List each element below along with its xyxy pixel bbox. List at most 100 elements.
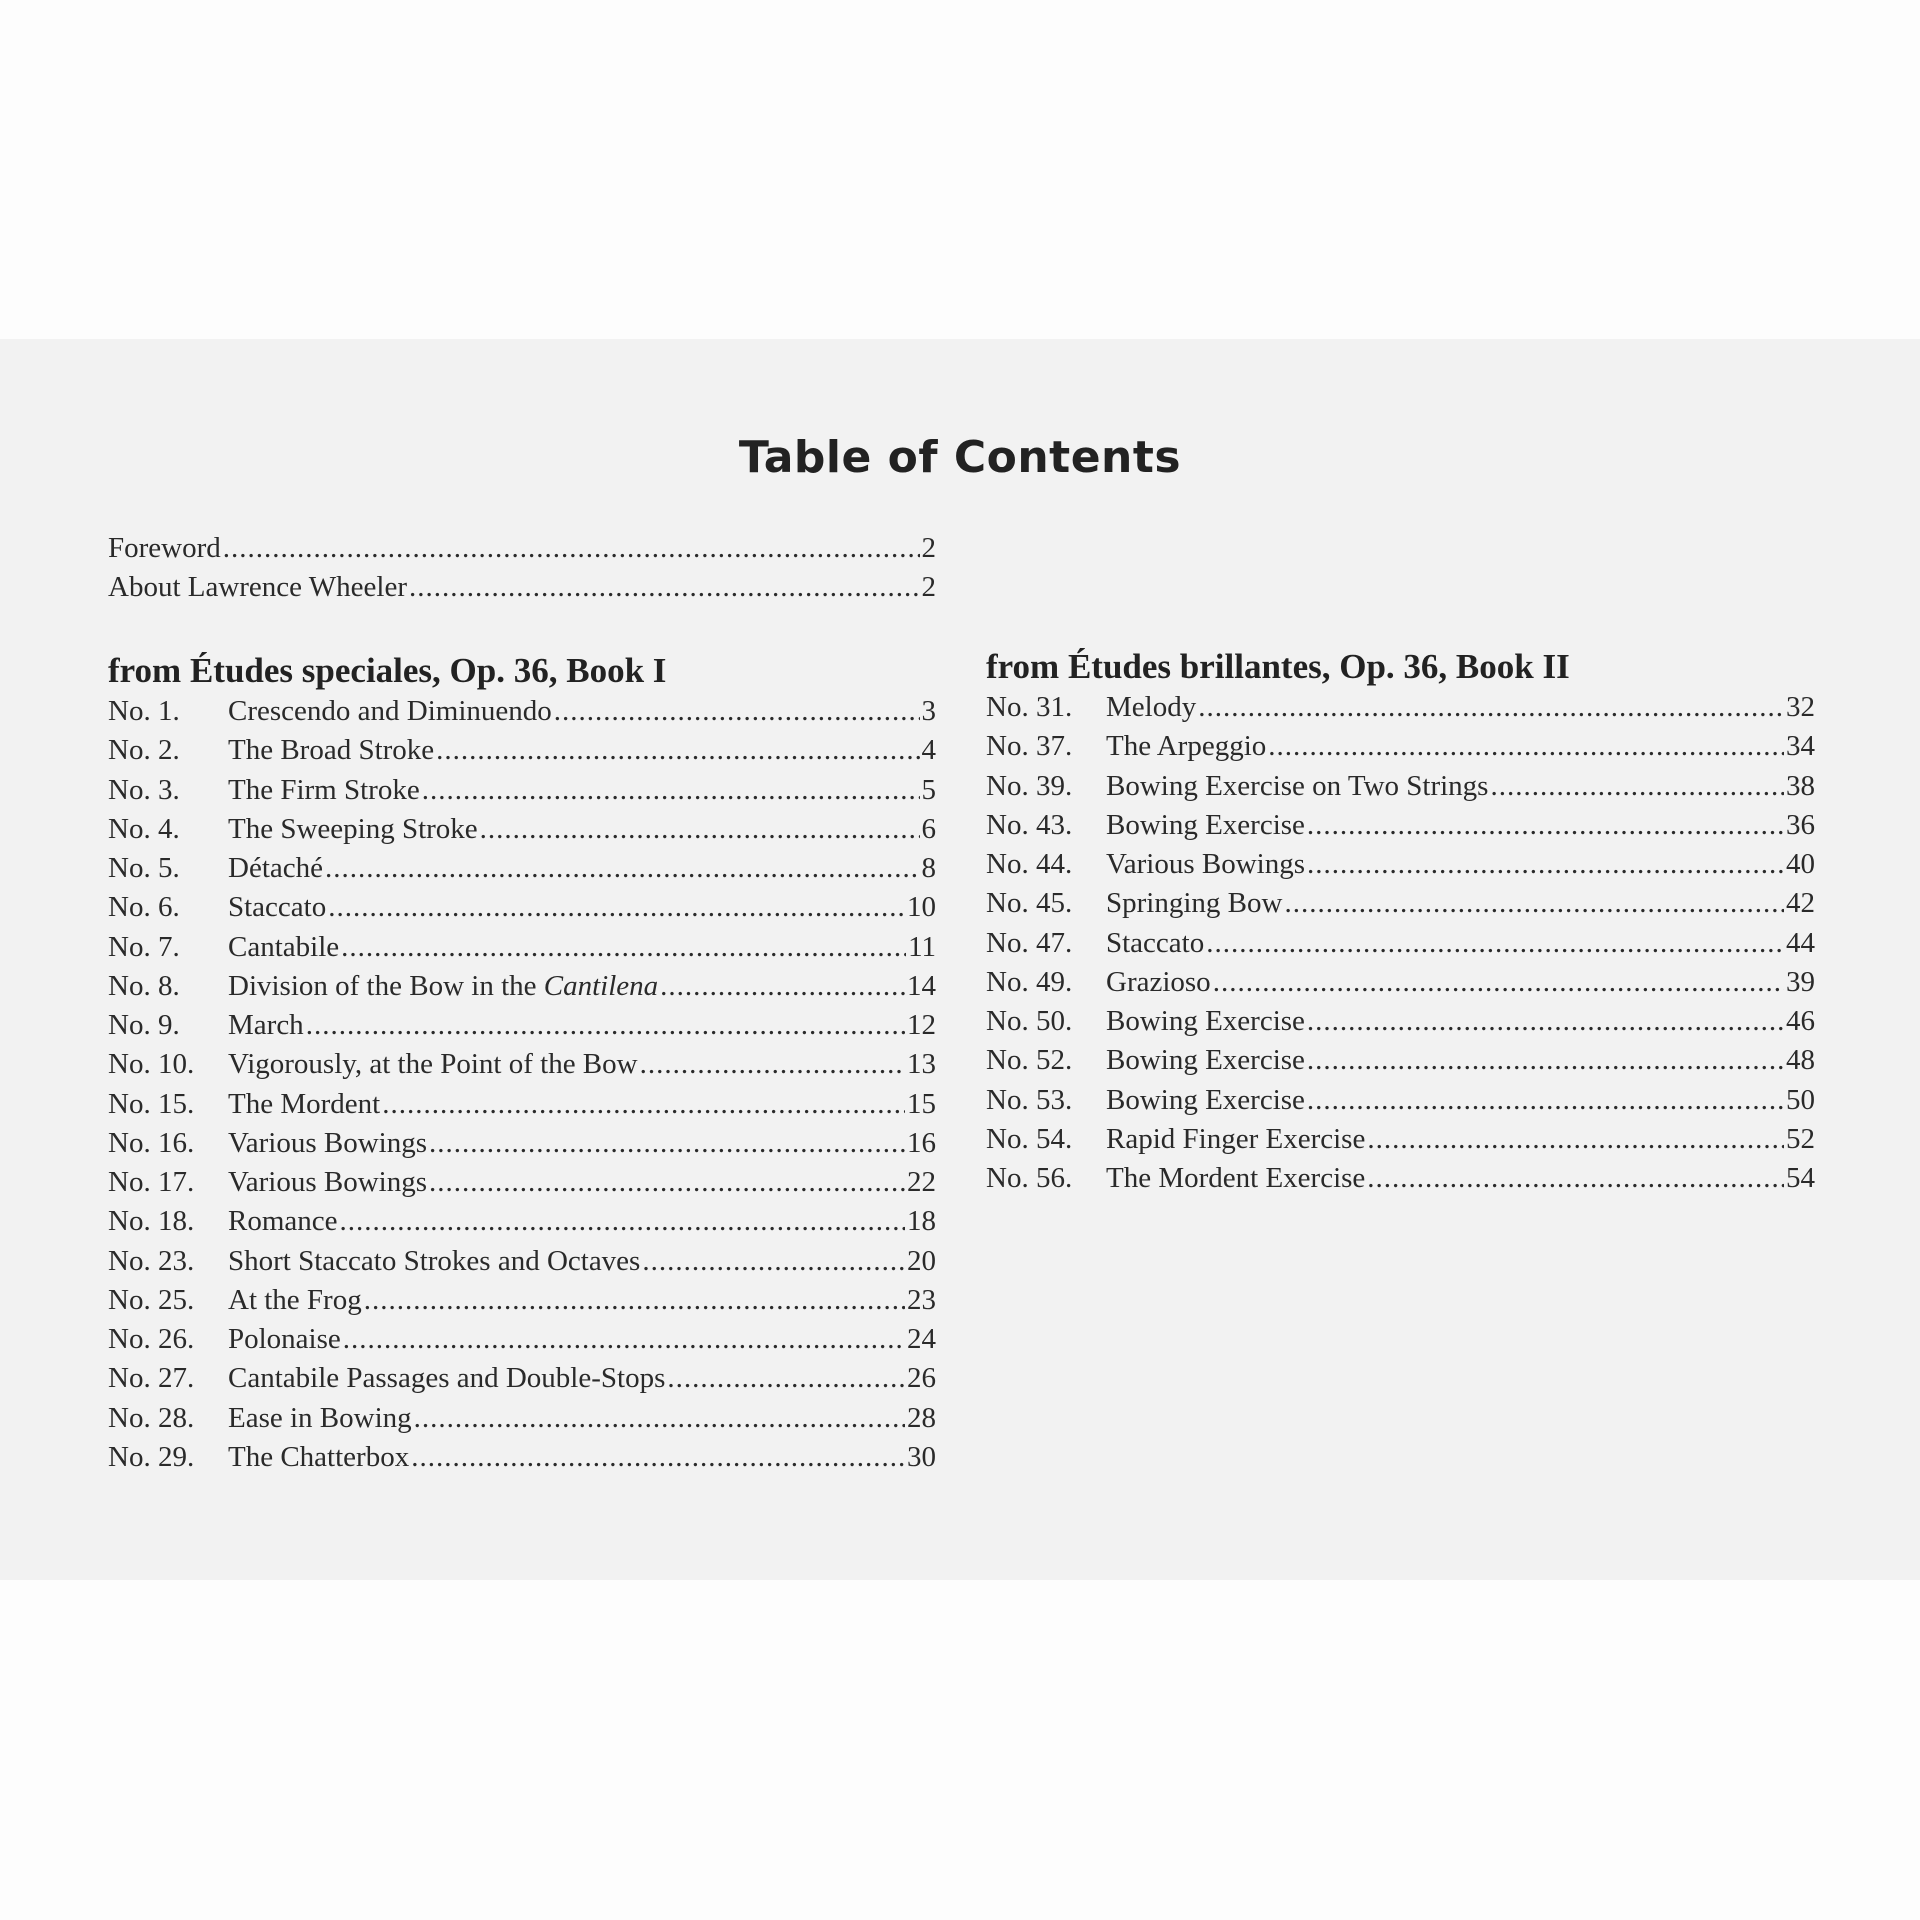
entry-number: No. 2. <box>108 734 180 767</box>
entry-number: No. 52. <box>986 1044 1073 1077</box>
dot-leader <box>667 1359 905 1398</box>
entry-page: 18 <box>907 1205 936 1238</box>
entry-title: Grazioso <box>1106 963 1211 1002</box>
entry-title: March <box>228 1006 304 1045</box>
entry-number: No. 39. <box>986 769 1073 802</box>
entry-title-text: Bowing Exercise <box>1106 1083 1305 1116</box>
entry-page: 39 <box>1786 965 1815 998</box>
dot-leader <box>1490 767 1784 806</box>
dot-leader <box>411 1438 905 1477</box>
entry-title-italic: Cantilena <box>543 969 659 1002</box>
toc-entry: No. 25. At the Frog 23 <box>108 1281 936 1320</box>
toc-entry: Foreword 2 <box>108 529 936 568</box>
entry-title: Bowing Exercise <box>1106 806 1305 845</box>
entry-title: The Arpeggio <box>1106 727 1266 766</box>
entry-number: No. 23. <box>108 1244 195 1277</box>
entry-number: No. 27. <box>108 1362 195 1395</box>
entry-page: 42 <box>1786 887 1815 920</box>
entry-title: Various Bowings <box>1106 845 1305 884</box>
entry-title-text: Crescendo and Diminuendo <box>228 695 552 727</box>
dot-leader <box>341 928 906 967</box>
entry-title: The Mordent <box>228 1085 380 1124</box>
entry-number: No. 45. <box>986 887 1073 920</box>
dot-leader <box>1268 727 1784 766</box>
entry-page: 32 <box>1786 691 1815 723</box>
entry-title: Melody <box>1106 688 1196 727</box>
entry-number: No. 8. <box>108 969 180 1002</box>
entry-title-text: The Chatterbox <box>228 1440 410 1473</box>
entry-title-text: Grazioso <box>1106 965 1211 998</box>
entry-title-text: Cantabile <box>228 930 340 963</box>
entry-title: Crescendo and Diminuendo <box>228 692 552 731</box>
entry-page: 30 <box>907 1440 936 1473</box>
toc-entry: No. 9. March 12 <box>108 1006 936 1045</box>
entry-page: 38 <box>1786 769 1815 802</box>
entry-title-text: Ease in Bowing <box>228 1401 412 1434</box>
entry-page: 26 <box>907 1362 936 1395</box>
entry-page: 20 <box>907 1244 936 1277</box>
entry-number: No. 37. <box>986 730 1073 763</box>
entry-number: No. 1. <box>108 695 180 727</box>
entry-number: No. 4. <box>108 812 180 845</box>
entry-number: No. 18. <box>108 1205 195 1238</box>
entry-number: No. 50. <box>986 1005 1073 1037</box>
dot-leader <box>1307 1002 1784 1041</box>
entry-title-text: Bowing Exercise <box>1106 808 1305 841</box>
entry-number: No. 25. <box>108 1283 195 1316</box>
entry-title-text: The Broad Stroke <box>228 734 435 767</box>
entry-title: Détaché <box>228 849 323 888</box>
dot-leader <box>480 810 920 849</box>
entry-title-text: Various Bowings <box>1106 848 1305 880</box>
entry-title-text: Springing Bow <box>1106 887 1283 920</box>
toc-entry: No. 44. Various Bowings 40 <box>986 845 1815 884</box>
entry-number: No. 56. <box>986 1162 1073 1194</box>
dot-leader <box>306 1006 905 1045</box>
entry-title-text: The Mordent <box>228 1087 381 1120</box>
dot-leader <box>1213 963 1784 1002</box>
entry-number: No. 26. <box>108 1323 195 1355</box>
entry-title-text: The Firm Stroke <box>228 773 420 806</box>
toc-entry: No. 37. The Arpeggio 34 <box>986 727 1815 766</box>
entry-title-text: Foreword <box>108 532 221 564</box>
entry-title: Staccato <box>228 888 326 927</box>
entry-title-text: The Arpeggio <box>1106 730 1267 763</box>
dot-leader <box>1367 1120 1784 1159</box>
entry-page: 13 <box>907 1048 936 1081</box>
toc-entry: No. 16. Various Bowings 16 <box>108 1124 936 1163</box>
toc-entry: No. 47. Staccato 44 <box>986 924 1815 963</box>
dot-leader <box>1198 688 1784 727</box>
toc-entry: No. 15. The Mordent 15 <box>108 1085 936 1124</box>
entry-title: Vigorously, at the Point of the Bow <box>228 1045 638 1084</box>
entry-page: 34 <box>1786 730 1815 763</box>
entry-title: Bowing Exercise <box>1106 1002 1305 1041</box>
entry-title: Springing Bow <box>1106 884 1282 923</box>
section-book-2: from Études brillantes, Op. 36, Book II … <box>986 646 1815 1198</box>
entry-title-text: Various Bowings <box>228 1166 427 1198</box>
entry-number: No. 43. <box>986 808 1073 841</box>
entry-page: 23 <box>907 1283 936 1316</box>
entry-number: No. 49. <box>986 965 1073 998</box>
entry-page: 5 <box>921 773 937 806</box>
entry-page: 8 <box>921 852 937 884</box>
front-matter-list: Foreword 2 About Lawrence Wheeler 2 <box>108 529 936 608</box>
dot-leader <box>640 1045 905 1084</box>
toc-entry: No. 39. Bowing Exercise on Two Strings 38 <box>986 767 1815 806</box>
toc-entry: No. 53. Bowing Exercise 50 <box>986 1081 1815 1120</box>
toc-entry: No. 7. Cantabile 11 <box>108 928 936 967</box>
entry-page: 44 <box>1786 926 1815 959</box>
entry-title: Polonaise <box>228 1320 341 1359</box>
section-heading: from Études brillantes, Op. 36, Book II <box>986 647 1570 686</box>
entry-number: No. 9. <box>108 1009 180 1041</box>
entry-title: Foreword <box>108 529 221 568</box>
dot-leader <box>409 568 920 607</box>
entry-title-text: March <box>228 1009 304 1041</box>
toc-entry: No. 17. Various Bowings 22 <box>108 1163 936 1202</box>
entry-page: 36 <box>1786 808 1815 841</box>
entry-page: 46 <box>1786 1005 1815 1037</box>
entry-number: No. 6. <box>108 891 180 924</box>
entry-page: 6 <box>921 812 937 845</box>
entry-title-text: Polonaise <box>228 1323 341 1355</box>
toc-entry: No. 5. Détaché 8 <box>108 849 936 888</box>
dot-leader <box>1367 1159 1784 1198</box>
entry-number: No. 10. <box>108 1048 195 1081</box>
